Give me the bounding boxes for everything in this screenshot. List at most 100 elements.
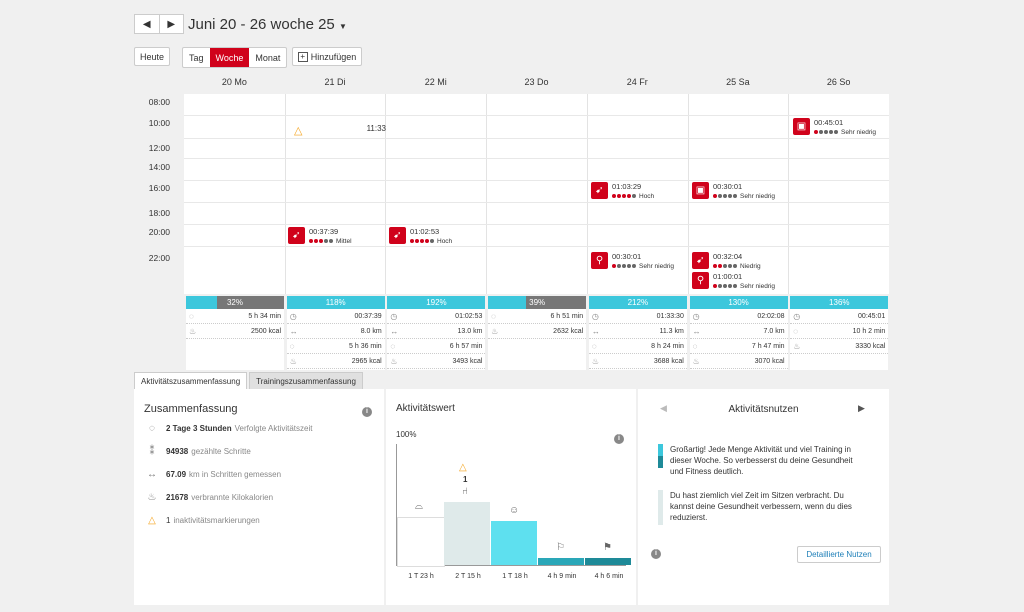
day-header[interactable]: 23 Do [524, 77, 549, 87]
training-event[interactable]: ⚲ 00:30:01 Sehr niedrig [591, 252, 674, 270]
summary-row: ♨ 3070 kcal [689, 354, 788, 369]
event-level: Mittel [336, 238, 352, 245]
training-event[interactable]: ▣ 00:30:01 Sehr niedrig [692, 182, 775, 200]
day-summary[interactable]: 212% ◷ 01:33:30 ↔ 11.3 km ◌ 8 h 24 min ♨ 3688 kc… [588, 296, 687, 370]
activity-bar[interactable] [585, 557, 631, 565]
summary-value: 5 h 34 min [248, 312, 281, 320]
summary-row: ◌ 7 h 47 min [689, 339, 788, 354]
activity-goal-percent: 32% [226, 298, 243, 307]
summary-row: ♨ 3688 kcal [588, 354, 687, 369]
add-button[interactable]: + Hinzufügen [292, 47, 362, 66]
activity-goal-percent: 212% [627, 298, 649, 307]
x-tick-label: 4 h 6 min [594, 573, 624, 580]
day-summary[interactable]: 192% ◷ 01:02:53 ↔ 13.0 km ◌ 6 h 57 min ♨ 3493 kc… [387, 296, 486, 370]
training-event[interactable]: ➹ 00:37:39 Mittel [288, 227, 352, 245]
day-summary[interactable]: 32% ◌ 5 h 34 min ♨ 2500 kcal [186, 296, 284, 370]
steps-icon: ⁑ [149, 446, 155, 457]
inactivity-warning-icon: △ [148, 515, 156, 526]
activity-bar[interactable] [444, 502, 490, 565]
summary-value: 5 h 36 min [349, 342, 382, 350]
summary-value: 8.0 km [360, 327, 382, 335]
running-icon: ⚑ [603, 541, 612, 553]
training-event[interactable]: ⚲ 01:00:01 Sehr niedrig [692, 272, 775, 290]
activity-title: Aktivitätswert [396, 403, 455, 414]
intensity-dots [814, 130, 838, 135]
flame-icon: ♨ [491, 326, 499, 336]
add-label: Hinzufügen [310, 51, 357, 62]
intensity-dots [612, 264, 636, 269]
info-icon[interactable]: i [614, 434, 624, 444]
distance-icon: ↔ [692, 326, 701, 336]
flame-icon: ♨ [591, 356, 600, 366]
day-header[interactable]: 20 Mo [221, 77, 247, 87]
date-range-dropdown[interactable]: Juni 20 - 26 woche 25 ▼ [188, 16, 347, 33]
event-level: Sehr niedrig [841, 129, 877, 136]
flame-icon: ♨ [390, 356, 398, 366]
next-week-button[interactable]: ▶ [167, 18, 176, 30]
detailed-benefits-button[interactable]: Detaillierte Nutzen [797, 546, 881, 563]
day-view-button[interactable]: Tag [189, 52, 204, 63]
x-tick-label: 4 h 9 min [547, 573, 577, 580]
day-header[interactable]: 22 Mi [424, 77, 447, 87]
summary-panel: Zusammenfassung i ◌ 2 Tage 3 Stunden Verfo… [134, 389, 384, 605]
prev-week-button[interactable]: ◀ [135, 15, 160, 33]
flame-icon: ♨ [147, 492, 157, 503]
training-event[interactable]: ➹ 00:32:04 Niedrig [692, 252, 761, 270]
activity-bar[interactable] [397, 516, 445, 567]
distance-row: ↔ 67.09 km in Schritten gemessen [144, 469, 281, 480]
grid-line [184, 180, 889, 181]
summary-tabs: Aktivitätszusammenfassung Trainingszusam… [134, 372, 365, 391]
training-event[interactable]: ➹ 01:03:29 Hoch [591, 182, 654, 200]
strength-icon: ▣ [692, 182, 709, 199]
month-view-button[interactable]: Monat [255, 52, 281, 63]
training-event[interactable]: ➹ 01:02:53 Hoch [389, 227, 452, 245]
tracked-time-row: ◌ 2 Tage 3 Stunden Verfolgte Aktivitätszei… [144, 423, 312, 434]
summary-row: ◷ 01:02:53 [387, 309, 486, 324]
day-header[interactable]: 21 Di [324, 77, 346, 87]
prev-benefit-button[interactable]: ◀ [660, 403, 667, 413]
day-header[interactable]: 24 Fr [626, 77, 648, 87]
day-summary[interactable]: 118% ◷ 00:37:39 ↔ 8.0 km ◌ 5 h 36 min ♨ 2965 kca… [286, 296, 385, 370]
info-icon[interactable]: i [651, 549, 661, 559]
summary-row: ↔ 7.0 km [689, 324, 788, 339]
bike-icon: ⚲ [591, 252, 608, 269]
summary-row: ♨ 3493 kcal [387, 354, 486, 369]
distance-icon: ↔ [289, 326, 298, 336]
activity-panel: Aktivitätswert 100% i △ 1 ⌓ 1 T 23 h ⑁ 2 T … [386, 389, 636, 605]
event-duration: 00:30:01 [612, 252, 642, 261]
activity-bar[interactable] [538, 557, 584, 565]
event-duration: 01:03:29 [612, 182, 642, 191]
training-event[interactable]: ▣ 00:45:01 Sehr niedrig [793, 118, 876, 136]
summary-value: 00:45:01 [858, 312, 886, 320]
activity-goal-percent: 136% [829, 298, 850, 307]
event-level: Niedrig [740, 263, 761, 270]
y-max-label: 100% [396, 430, 417, 439]
summary-value: 8 h 24 min [651, 342, 684, 350]
summary-value: 13.0 km [457, 327, 483, 335]
summary-row: ♨ 2965 kcal [286, 354, 385, 369]
week-view-button[interactable]: Woche [209, 48, 250, 67]
day-header[interactable]: 25 Sa [726, 77, 750, 87]
today-button[interactable]: Heute [134, 47, 170, 66]
inactivity-event[interactable]: △ 11:33 [294, 124, 386, 137]
summary-row: ♨ 3330 kcal [790, 339, 889, 354]
activity-bar[interactable] [491, 521, 537, 565]
day-header[interactable]: 26 So [826, 77, 851, 87]
event-duration: 00:32:04 [713, 252, 743, 261]
activity-goal-bar: 192% [387, 296, 486, 309]
x-axis [396, 565, 626, 566]
next-benefit-button[interactable]: ▶ [858, 403, 865, 413]
summary-value: 11.3 km [659, 327, 684, 335]
day-summary[interactable]: 39% ◌ 6 h 51 min ♨ 2632 kcal [488, 296, 587, 370]
time-icon: ◌ [189, 311, 194, 321]
walking-icon: ⚐ [556, 541, 565, 553]
day-summary[interactable]: 130% ◷ 02:02:08 ↔ 7.0 km ◌ 7 h 47 min ♨ 3070 kca… [689, 296, 788, 370]
intensity-dots [410, 239, 434, 244]
flame-icon: ♨ [692, 356, 700, 366]
benefit-text-sitting: Du hast ziemlich viel Zeit im Sitzen ver… [670, 491, 852, 522]
event-level: Sehr niedrig [740, 193, 776, 200]
day-summary[interactable]: 136% ◷ 00:45:01 ◌ 10 h 2 min ♨ 3330 kcal [790, 296, 889, 370]
info-icon[interactable]: i [362, 407, 372, 417]
date-range-label: Juni 20 - 26 woche 25 [188, 16, 335, 33]
sitting-icon: ⑁ [462, 486, 468, 498]
